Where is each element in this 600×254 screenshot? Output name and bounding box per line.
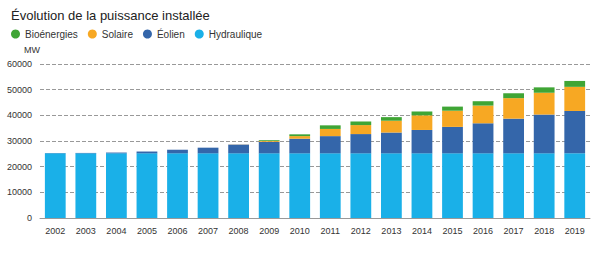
svg-text:10000: 10000 [7, 187, 32, 197]
svg-text:2003: 2003 [76, 226, 96, 236]
svg-text:2019: 2019 [565, 226, 585, 236]
svg-text:2012: 2012 [351, 226, 371, 236]
svg-text:2005: 2005 [137, 226, 157, 236]
svg-text:30000: 30000 [7, 136, 32, 146]
svg-text:2011: 2011 [321, 226, 340, 236]
svg-text:2013: 2013 [381, 226, 401, 236]
svg-text:20000: 20000 [7, 162, 32, 172]
svg-text:MW: MW [24, 45, 40, 55]
svg-text:2008: 2008 [229, 226, 249, 236]
svg-text:50000: 50000 [7, 85, 32, 95]
svg-text:2018: 2018 [534, 226, 554, 236]
svg-text:2010: 2010 [290, 226, 310, 236]
svg-text:60000: 60000 [7, 59, 32, 69]
svg-text:40000: 40000 [7, 110, 32, 120]
svg-text:2006: 2006 [167, 226, 187, 236]
svg-text:Évolution de la puissance inst: Évolution de la puissance installée [11, 8, 210, 23]
svg-text:2009: 2009 [259, 226, 279, 236]
svg-text:2002: 2002 [45, 226, 65, 236]
svg-text:2007: 2007 [198, 226, 218, 236]
svg-text:Solaire: Solaire [102, 29, 134, 40]
svg-text:2017: 2017 [504, 226, 524, 236]
svg-text:Éolien: Éolien [157, 28, 185, 40]
svg-text:2004: 2004 [106, 226, 126, 236]
svg-text:2015: 2015 [442, 226, 462, 236]
svg-text:Hydraulique: Hydraulique [209, 29, 263, 40]
svg-text:2014: 2014 [412, 226, 432, 236]
svg-text:Bioénergies: Bioénergies [25, 29, 78, 40]
svg-text:0: 0 [27, 213, 32, 223]
svg-text:2016: 2016 [473, 226, 493, 236]
